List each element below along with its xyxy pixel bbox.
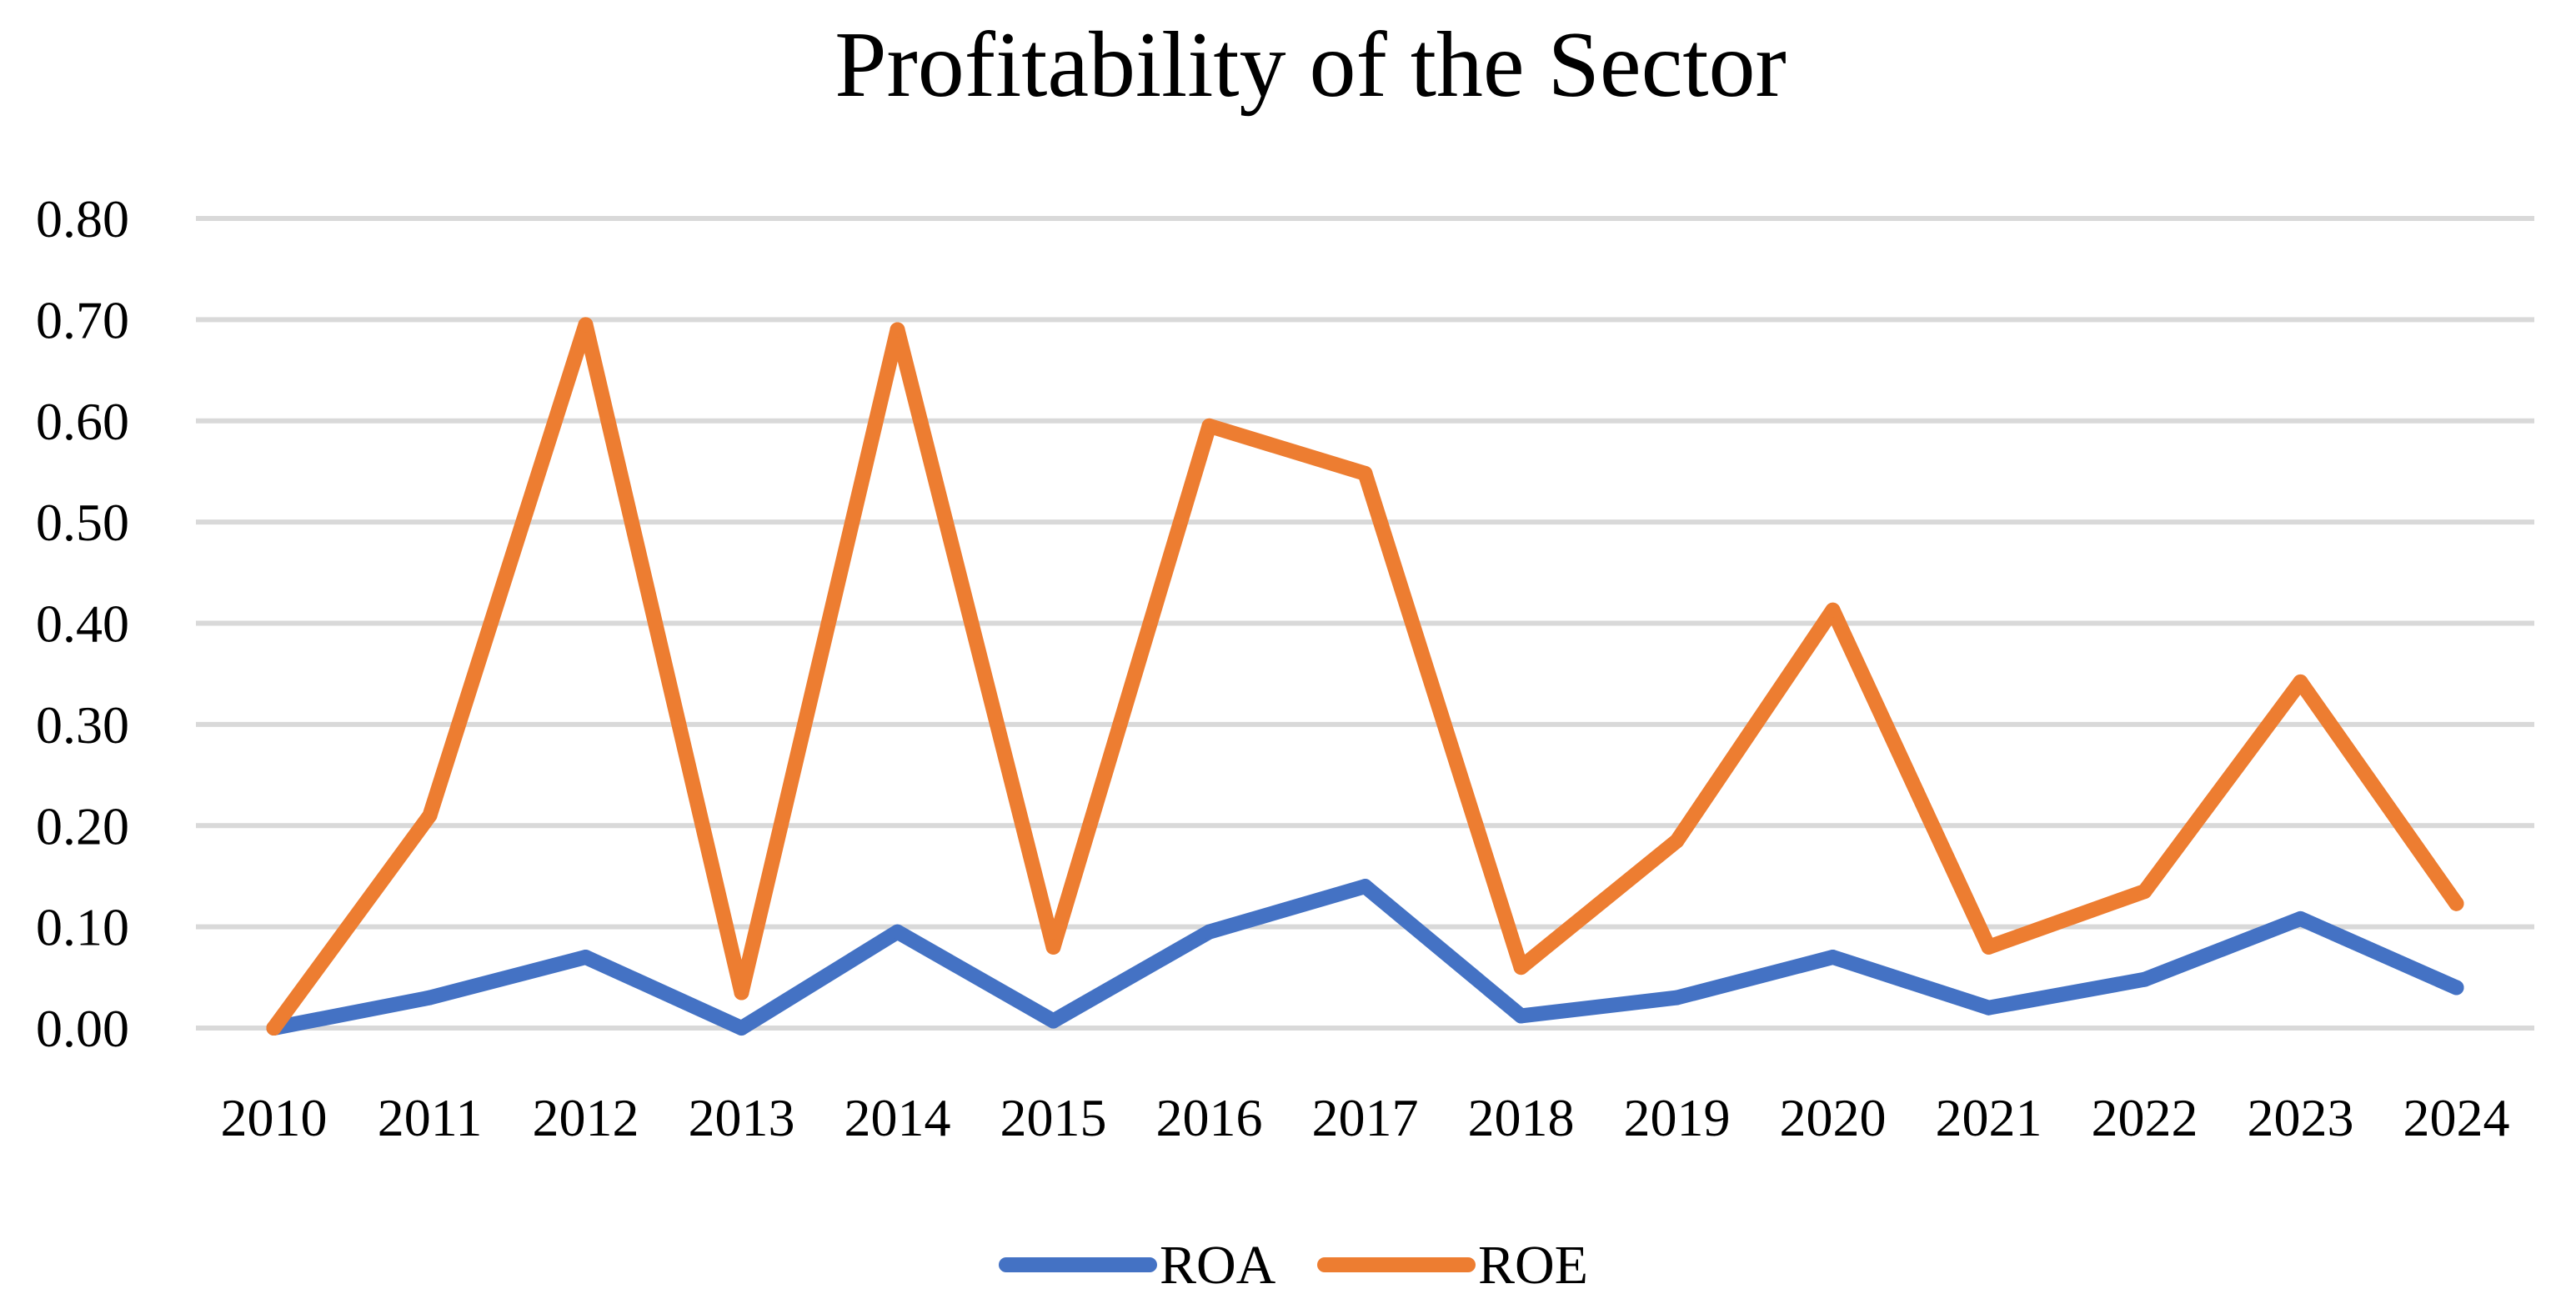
- data-point-roa-2017: [1357, 879, 1373, 895]
- y-tick-label: 0.80: [36, 189, 129, 248]
- data-point-roe-2019: [1669, 833, 1685, 849]
- data-point-roa-2018: [1513, 1008, 1529, 1024]
- data-point-roe-2017: [1357, 465, 1373, 481]
- data-point-roa-2022: [2137, 971, 2153, 987]
- data-point-roe-2015: [1045, 939, 1061, 955]
- y-axis-tick-labels: 0.00 0.10 0.20 0.30 0.40 0.50 0.60 0.70 0.80: [36, 189, 129, 1058]
- data-point-roe-2013: [734, 985, 749, 1001]
- data-point-roa-2019: [1669, 990, 1685, 1006]
- x-tick-label: 2023: [2248, 1088, 2354, 1147]
- data-point-roe-2024: [2448, 895, 2464, 911]
- data-point-roa-2020: [1825, 950, 1841, 965]
- y-tick-label: 0.30: [36, 695, 129, 755]
- x-tick-label: 2013: [689, 1088, 795, 1147]
- series-lines: [266, 317, 2464, 1036]
- x-tick-label: 2020: [1780, 1088, 1887, 1147]
- data-point-roe-2021: [1981, 939, 1997, 955]
- x-tick-label: 2014: [844, 1088, 951, 1147]
- x-tick-label: 2021: [1936, 1088, 2042, 1147]
- data-point-roa-2015: [1045, 1013, 1061, 1029]
- data-point-roe-2023: [2293, 674, 2308, 690]
- data-point-roe-2020: [1825, 602, 1841, 618]
- legend-label-roe: ROE: [1478, 1235, 1588, 1296]
- x-tick-label: 2022: [2092, 1088, 2198, 1147]
- y-tick-label: 0.20: [36, 796, 129, 855]
- data-point-roa-2014: [890, 924, 905, 940]
- legend-item-roe: ROE: [1317, 1235, 1588, 1296]
- data-point-roa-2012: [578, 950, 594, 965]
- data-point-roe-2022: [2137, 884, 2153, 900]
- data-point-roa-2021: [1981, 1000, 1997, 1016]
- data-point-roa-2013: [734, 1021, 749, 1036]
- x-tick-label: 2017: [1312, 1088, 1419, 1147]
- data-point-roe-2018: [1513, 960, 1529, 975]
- legend-label-roa: ROA: [1160, 1235, 1276, 1296]
- chart-title: Profitability of the Sector: [834, 13, 1787, 117]
- y-tick-label: 0.00: [36, 999, 129, 1058]
- x-tick-label: 2016: [1156, 1088, 1263, 1147]
- series-line-roe: [266, 317, 2464, 1036]
- series-line-roa: [266, 879, 2464, 1036]
- data-point-roe-2014: [890, 322, 905, 338]
- x-tick-label: 2015: [1000, 1088, 1107, 1147]
- x-tick-label: 2010: [221, 1088, 328, 1147]
- y-tick-label: 0.60: [36, 392, 129, 451]
- legend: ROA ROE: [999, 1235, 1588, 1296]
- x-axis-tick-labels: 2010 2011 2012 2013 2014 2015 2016 2017 2018 2019…: [221, 1088, 2510, 1147]
- x-tick-label: 2012: [533, 1088, 639, 1147]
- data-point-roa-2016: [1201, 924, 1217, 940]
- y-tick-label: 0.50: [36, 493, 129, 552]
- x-tick-label: 2011: [378, 1088, 483, 1147]
- x-tick-label: 2018: [1468, 1088, 1575, 1147]
- data-point-roe-2010: [266, 1021, 282, 1036]
- gridlines: [196, 216, 2534, 1031]
- x-tick-label: 2024: [2403, 1088, 2510, 1147]
- y-tick-label: 0.40: [36, 594, 129, 654]
- x-tick-label: 2019: [1624, 1088, 1731, 1147]
- data-point-roe-2012: [578, 317, 594, 333]
- data-point-roa-2023: [2293, 910, 2308, 926]
- data-point-roa-2024: [2448, 980, 2464, 996]
- legend-item-roa: ROA: [999, 1235, 1276, 1296]
- y-tick-label: 0.70: [36, 290, 129, 349]
- data-point-roe-2011: [422, 808, 438, 824]
- y-tick-label: 0.10: [36, 898, 129, 957]
- data-point-roe-2016: [1201, 418, 1217, 434]
- data-point-roa-2011: [422, 990, 438, 1006]
